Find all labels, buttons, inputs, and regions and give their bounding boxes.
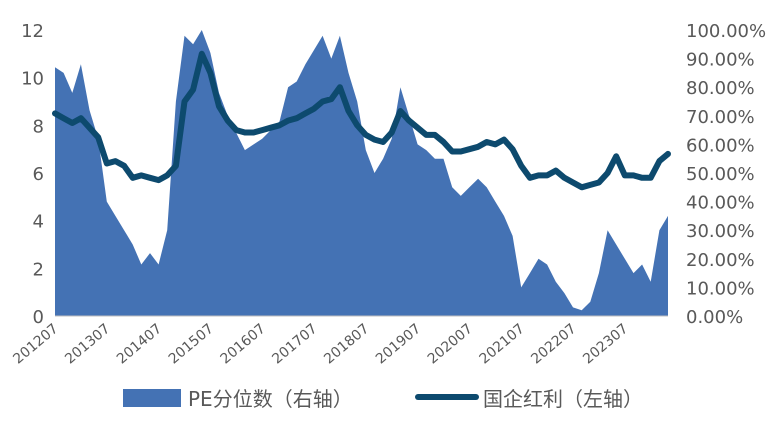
x-axis-ticks: 201207 201307 201407 201507 201607 201707 2018… — [10, 321, 631, 368]
left-tick-label: 12 — [21, 21, 44, 42]
x-tick-label: 202007 — [425, 321, 476, 368]
x-tick-label: 201707 — [269, 321, 320, 368]
soe-dividend-line-layer — [52, 50, 671, 191]
legend-label-soe-dividend: 国企红利（左轴） — [483, 387, 643, 411]
pe-percentile-area — [55, 30, 668, 316]
right-tick-label: 40.00% — [686, 193, 755, 214]
right-tick-label: 10.00% — [686, 278, 755, 299]
right-tick-label: 90.00% — [686, 50, 755, 71]
legend: PE分位数（右轴） 国企红利（左轴） — [123, 387, 643, 411]
right-tick-label: 100.00% — [686, 21, 766, 42]
legend-label-pe-percentile: PE分位数（右轴） — [188, 387, 353, 411]
pe-percentile-area-layer — [55, 30, 668, 316]
right-tick-label: 50.00% — [686, 164, 755, 185]
left-tick-label: 8 — [33, 116, 44, 137]
x-tick-label: 201607 — [218, 321, 269, 368]
left-tick-label: 4 — [33, 212, 44, 233]
x-tick-label: 201807 — [321, 321, 372, 368]
right-axis-ticks: 100.00% 90.00% 80.00% 70.00% 60.00% 50.00% 40.… — [686, 21, 766, 328]
right-tick-label: 60.00% — [686, 135, 755, 156]
left-tick-label: 0 — [33, 307, 44, 328]
right-tick-label: 0.00% — [686, 307, 743, 328]
x-tick-label: 202107 — [477, 321, 528, 368]
right-tick-label: 30.00% — [686, 221, 755, 242]
left-axis-ticks: 12 10 8 6 4 2 0 — [21, 21, 44, 328]
left-tick-label: 10 — [21, 69, 44, 90]
x-tick-label: 201307 — [62, 321, 113, 368]
left-tick-label: 6 — [33, 164, 44, 185]
x-tick-label: 202307 — [580, 321, 631, 368]
legend-swatch-pe-percentile — [123, 389, 181, 407]
x-tick-label: 201907 — [373, 321, 424, 368]
right-tick-label: 70.00% — [686, 107, 755, 128]
right-tick-label: 20.00% — [686, 250, 755, 271]
x-tick-label: 201407 — [114, 321, 165, 368]
soe-dividend-line — [52, 50, 671, 191]
right-tick-label: 80.00% — [686, 78, 755, 99]
x-tick-label: 202207 — [528, 321, 579, 368]
x-tick-label: 201507 — [166, 321, 217, 368]
left-tick-label: 2 — [33, 259, 44, 280]
